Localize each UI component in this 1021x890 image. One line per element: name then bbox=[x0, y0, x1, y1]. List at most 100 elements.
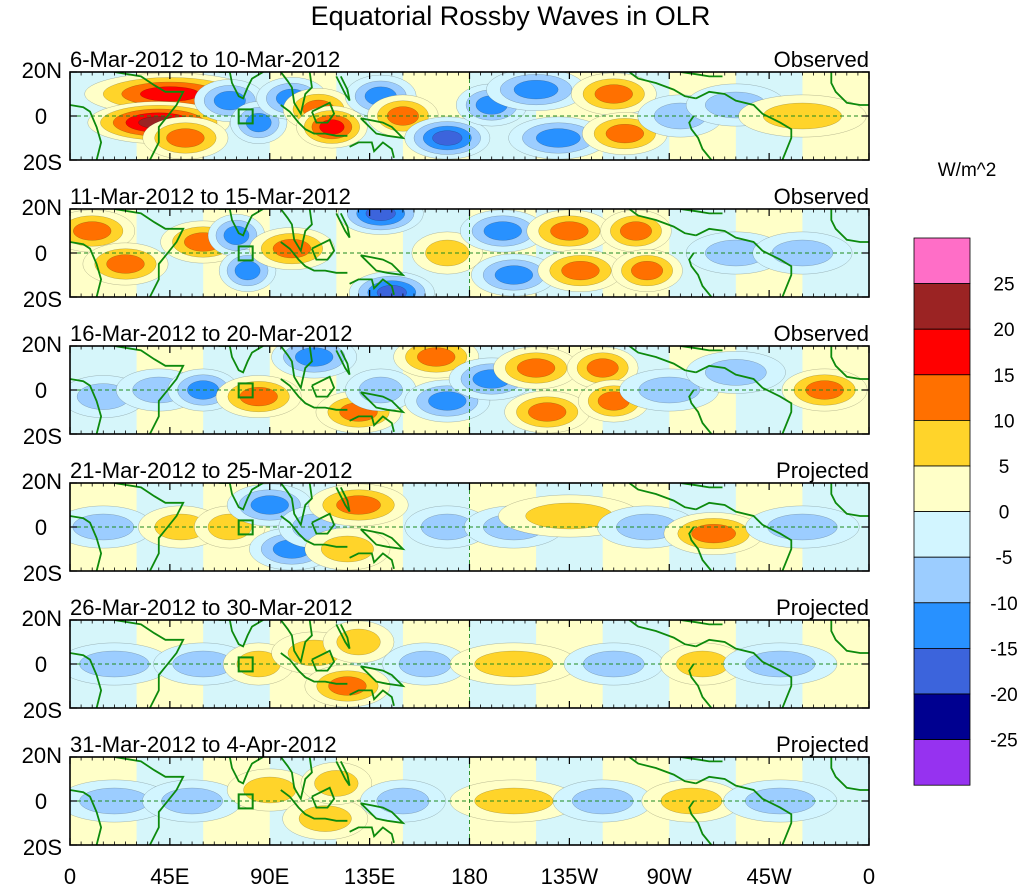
panel-period-label: 21-Mar-2012 to 25-Mar-2012 bbox=[70, 458, 352, 483]
x-tick-label: 90E bbox=[250, 864, 289, 889]
panel-5: 20N 0 20S 26-Mar-2012 to 30-Mar-2012 Project… bbox=[22, 595, 870, 723]
reference-box bbox=[237, 108, 254, 125]
coastline bbox=[311, 101, 336, 124]
panel-period-label: 6-Mar-2012 to 10-Mar-2012 bbox=[70, 47, 340, 72]
colorbar-label: 25 bbox=[993, 275, 1014, 296]
coastline bbox=[688, 526, 713, 571]
coastline bbox=[688, 389, 713, 434]
panel-type-label: Projected bbox=[776, 732, 869, 757]
panel-2: 20N 0 20S 11-Mar-2012 to 15-Mar-2012 Observe… bbox=[22, 184, 870, 312]
coastline bbox=[628, 346, 697, 374]
anomaly-contour bbox=[535, 128, 581, 148]
y-tick-label: 20S bbox=[23, 287, 62, 312]
coastline bbox=[311, 649, 336, 672]
colorbar-label: 10 bbox=[993, 411, 1014, 432]
coastline bbox=[360, 802, 406, 825]
colorbar-label: 20 bbox=[993, 320, 1014, 341]
reference-box bbox=[237, 656, 254, 673]
coastline bbox=[349, 826, 395, 844]
coastline bbox=[218, 757, 264, 785]
coastline bbox=[280, 789, 348, 822]
anomaly-field bbox=[70, 757, 869, 845]
anomaly-contour bbox=[243, 776, 297, 804]
coastline bbox=[280, 209, 313, 254]
coastline bbox=[280, 104, 348, 137]
anomaly-contour bbox=[771, 239, 834, 267]
anomaly-contour bbox=[631, 261, 664, 281]
coastline bbox=[218, 72, 264, 100]
y-tick-label: 20S bbox=[23, 835, 62, 860]
colorbar-label: -10 bbox=[990, 594, 1017, 615]
anomaly-contour bbox=[594, 84, 633, 104]
coastline bbox=[280, 515, 348, 548]
coastline bbox=[280, 241, 348, 274]
y-tick-label: 20S bbox=[23, 561, 62, 586]
x-tick-label: 180 bbox=[451, 864, 488, 889]
colorbar-swatch bbox=[913, 374, 971, 421]
anomaly-contour bbox=[336, 495, 381, 515]
y-tick-label: 20N bbox=[22, 58, 62, 83]
coastline bbox=[114, 757, 185, 845]
x-tick-label: 90W bbox=[647, 864, 692, 889]
colorbar-label: 15 bbox=[993, 366, 1014, 387]
reference-box bbox=[237, 519, 254, 536]
panel-period-label: 16-Mar-2012 to 20-Mar-2012 bbox=[70, 321, 352, 346]
coastline bbox=[628, 620, 697, 648]
colorbar-swatch bbox=[913, 237, 971, 284]
anomaly-contour bbox=[223, 225, 250, 245]
coastline bbox=[349, 415, 395, 433]
anomaly-contour bbox=[428, 391, 467, 411]
y-tick-label: 0 bbox=[35, 652, 47, 677]
coastline bbox=[280, 378, 348, 411]
anomaly-contour bbox=[605, 124, 645, 144]
coastline bbox=[114, 483, 185, 571]
anomaly-contour bbox=[660, 787, 723, 815]
coastline bbox=[830, 346, 869, 380]
coastline bbox=[360, 391, 406, 414]
anomaly-contour bbox=[234, 261, 261, 281]
coastline bbox=[311, 375, 336, 398]
coastline bbox=[349, 689, 395, 707]
coastline bbox=[335, 212, 351, 239]
anomaly-field bbox=[70, 346, 869, 434]
panel-3: 20N 0 20S 16-Mar-2012 to 20-Mar-2012 Observe… bbox=[22, 321, 870, 449]
colorbar-swatch bbox=[913, 283, 971, 330]
x-tick-label: 135W bbox=[541, 864, 599, 889]
coastline bbox=[360, 254, 406, 277]
anomaly-contour bbox=[561, 261, 600, 281]
coastline bbox=[688, 663, 713, 708]
colorbar-swatch bbox=[913, 693, 971, 740]
anomaly-contour bbox=[417, 347, 456, 367]
anomaly-contour bbox=[73, 221, 112, 241]
colorbar-units: W/m^2 bbox=[938, 160, 997, 181]
coastline bbox=[280, 652, 348, 685]
panel-period-label: 31-Mar-2012 to 4-Apr-2012 bbox=[70, 732, 337, 757]
coastline bbox=[628, 757, 697, 785]
anomaly-contour bbox=[586, 358, 619, 378]
coastline bbox=[70, 104, 103, 160]
panel-6: 20N 0 20S 31-Mar-2012 to 4-Apr-2012 Projecte… bbox=[22, 732, 870, 860]
coastline bbox=[335, 75, 351, 102]
coastline bbox=[688, 252, 713, 297]
y-tick-label: 0 bbox=[35, 241, 47, 266]
coastline bbox=[688, 115, 713, 160]
coastline bbox=[280, 346, 313, 391]
coastline bbox=[695, 90, 793, 160]
coastline bbox=[628, 72, 697, 100]
coastline bbox=[280, 483, 313, 528]
coastline bbox=[695, 638, 793, 708]
panels-group: 20N 0 20S 6-Mar-2012 to 10-Mar-2012 Observed… bbox=[22, 47, 870, 860]
coastline bbox=[114, 346, 185, 434]
anomaly-contour bbox=[140, 86, 200, 102]
coastline bbox=[218, 346, 264, 374]
anomaly-contour bbox=[250, 495, 289, 515]
reference-box bbox=[237, 793, 254, 810]
coastline bbox=[688, 800, 713, 845]
panel-type-label: Projected bbox=[776, 458, 869, 483]
colorbar-swatch bbox=[913, 511, 971, 558]
colorbar-label: -15 bbox=[990, 639, 1017, 660]
anomaly-contour bbox=[619, 221, 652, 241]
anomaly-contour bbox=[582, 650, 645, 678]
colorbar-swatch bbox=[913, 648, 971, 695]
coastline bbox=[311, 512, 336, 535]
